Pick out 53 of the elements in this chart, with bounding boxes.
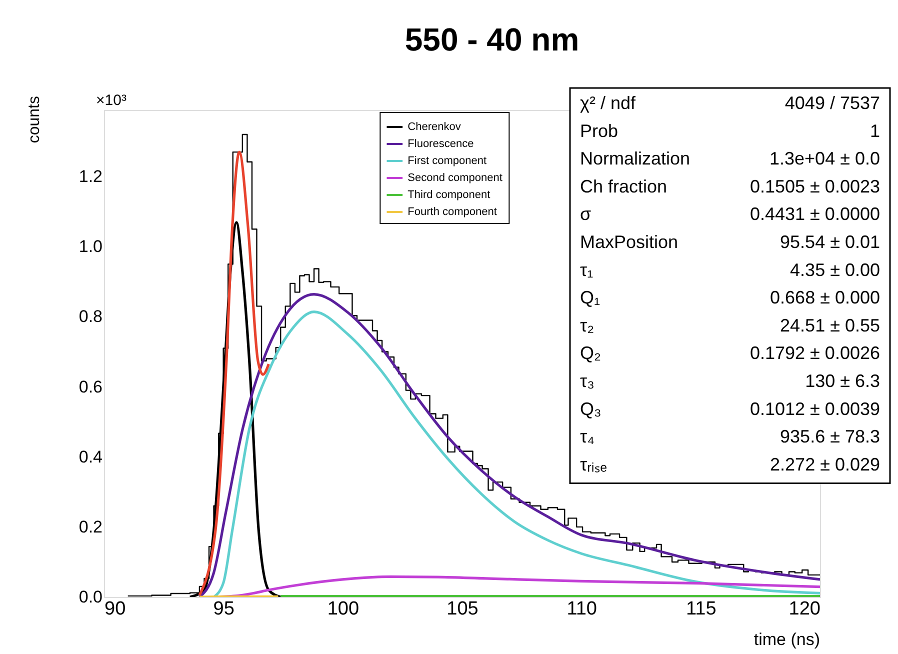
legend-label: Second component (408, 172, 502, 184)
annotation: τᵣᵢₛₑ (580, 454, 608, 474)
annotation: 1.3e+04 ± 0.0 (770, 148, 880, 169)
x-tick-label: 110 (566, 598, 597, 620)
annotation: Q₂ (580, 343, 601, 364)
annotation: Prob (580, 120, 618, 141)
annotation: Q₁ (580, 288, 600, 308)
legend-label: First component (408, 155, 487, 167)
y-tick-label: 1.0 (78, 237, 102, 256)
annotation: 4.35 ± 0.00 (790, 260, 880, 280)
annotation: Ch fraction (580, 176, 668, 196)
y-tick-label: 0.6 (78, 377, 102, 396)
y-axis-title: counts (26, 96, 43, 144)
annotation: 935.6 ± 78.3 (780, 426, 880, 447)
legend-label: Fourth component (408, 206, 497, 218)
annotation: 0.4431 ± 0.0000 (750, 204, 880, 224)
annotation: 0.668 ± 0.000 (770, 288, 880, 308)
annotation: 24.51 ± 0.55 (780, 315, 880, 336)
annotation: τ₂ (580, 315, 594, 336)
annotation: χ² / ndf (580, 93, 636, 113)
annotation: Normalization (580, 148, 690, 169)
annotation: 95.54 ± 0.01 (780, 232, 880, 252)
annotation: τ₁ (580, 260, 594, 280)
x-tick-label: 90 (104, 598, 126, 620)
annotation: τ₄ (580, 426, 594, 447)
legend-label: Third component (408, 189, 490, 201)
line-series (198, 150, 270, 597)
text: 1 (870, 120, 880, 141)
annotation: 0.1012 ± 0.0039 (750, 398, 880, 419)
x-tick-label: 115 (686, 598, 716, 620)
annotation: 0.1505 ± 0.0023 (750, 176, 880, 196)
annotation: σ (580, 204, 592, 224)
annotation: 0.1792 ± 0.0026 (750, 343, 880, 364)
annotation: Q₃ (580, 398, 602, 419)
legend-label: Fluorescence (408, 138, 474, 150)
annotation: MaxPosition (580, 232, 678, 252)
y-tick-label: 0.4 (78, 447, 102, 466)
annotation: 2.272 ± 0.029 (770, 454, 880, 474)
annotation: 130 ± 6.3 (805, 371, 880, 391)
x-tick-label: 95 (213, 598, 234, 620)
annotation: τ₃ (580, 371, 594, 391)
y-tick-label: 0.2 (78, 517, 102, 536)
text: ×10³ (96, 92, 126, 109)
y-tick-label: 1.2 (78, 167, 102, 186)
x-axis-title: time (ns) (754, 630, 820, 649)
chart-title: 550 - 40 nm (404, 21, 580, 58)
y-tick-label: 0.8 (78, 307, 102, 326)
x-tick-label: 100 (327, 598, 360, 620)
legend-label: Cherenkov (408, 121, 462, 133)
x-tick-label: 105 (446, 598, 478, 620)
annotation: 4049 / 7537 (784, 93, 880, 113)
y-tick-label: 0.0 (78, 588, 102, 606)
x-tick-label: 120 (788, 598, 820, 620)
